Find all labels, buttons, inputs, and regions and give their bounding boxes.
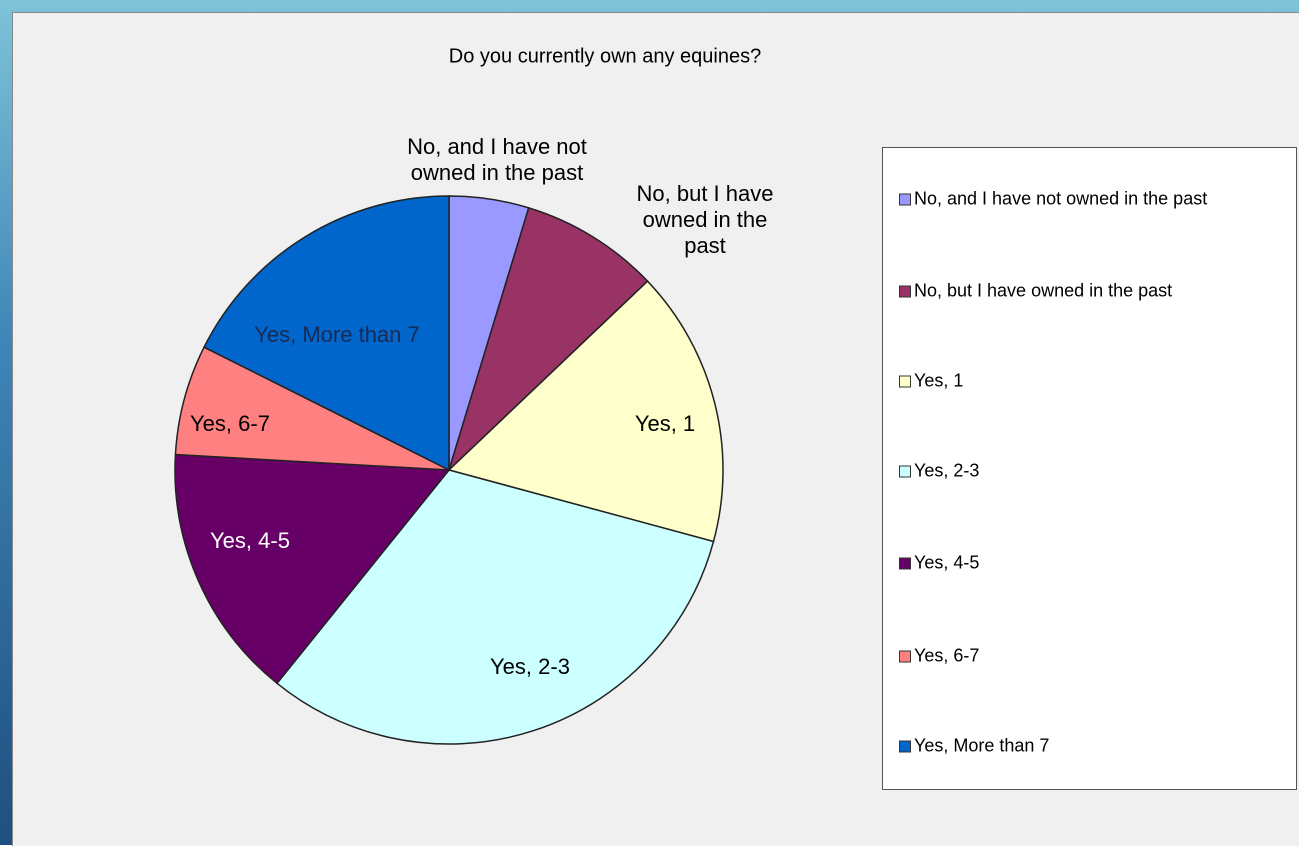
pie-slice: [203, 195, 450, 472]
pie-slice: [174, 346, 450, 471]
legend-entry: Yes, More than 7: [899, 736, 1049, 757]
legend-entry: Yes, 4-5: [899, 553, 979, 574]
legend-swatch: [899, 740, 911, 752]
data-label: Yes, 2-3: [490, 654, 570, 679]
legend: No, and I have not owned in the past No, …: [882, 147, 1297, 790]
pie-slice: [174, 453, 451, 685]
data-label: Yes, More than 7: [254, 322, 420, 347]
legend-entry: Yes, 6-7: [899, 646, 979, 667]
legend-label: Yes, 4-5: [914, 552, 980, 573]
legend-swatch: [899, 285, 911, 297]
legend-swatch: [899, 193, 911, 205]
legend-label: No, and I have not owned in the past: [914, 188, 1208, 209]
chart-title: Do you currently own any equines?: [449, 45, 761, 67]
legend-label: Yes, 2-3: [914, 460, 980, 481]
data-label: Yes, 4-5: [210, 528, 290, 553]
pie-slice: [447, 280, 724, 543]
legend-swatch: [899, 375, 911, 387]
data-label: Yes, 6-7: [190, 411, 270, 436]
data-label: No, but I have owned in the past: [636, 181, 774, 258]
legend-entry: Yes, 2-3: [899, 461, 979, 482]
legend-label: Yes, 1: [914, 370, 964, 391]
data-label: Yes, 1: [634, 411, 696, 436]
legend-entry: No, but I have owned in the past: [899, 281, 1172, 302]
legend-label: Yes, More than 7: [914, 735, 1050, 756]
data-label: No, and I have not owned in the past: [407, 134, 587, 185]
legend-swatch: [899, 465, 911, 477]
pie-slice: [275, 469, 715, 745]
legend-entry: Yes, 1: [899, 371, 963, 392]
legend-entry: No, and I have not owned in the past: [899, 189, 1207, 210]
legend-label: Yes, 6-7: [914, 645, 980, 666]
pie-slice: [447, 206, 649, 473]
legend-swatch: [899, 650, 911, 662]
legend-label: No, but I have owned in the past: [914, 280, 1173, 301]
legend-swatch: [899, 557, 911, 569]
